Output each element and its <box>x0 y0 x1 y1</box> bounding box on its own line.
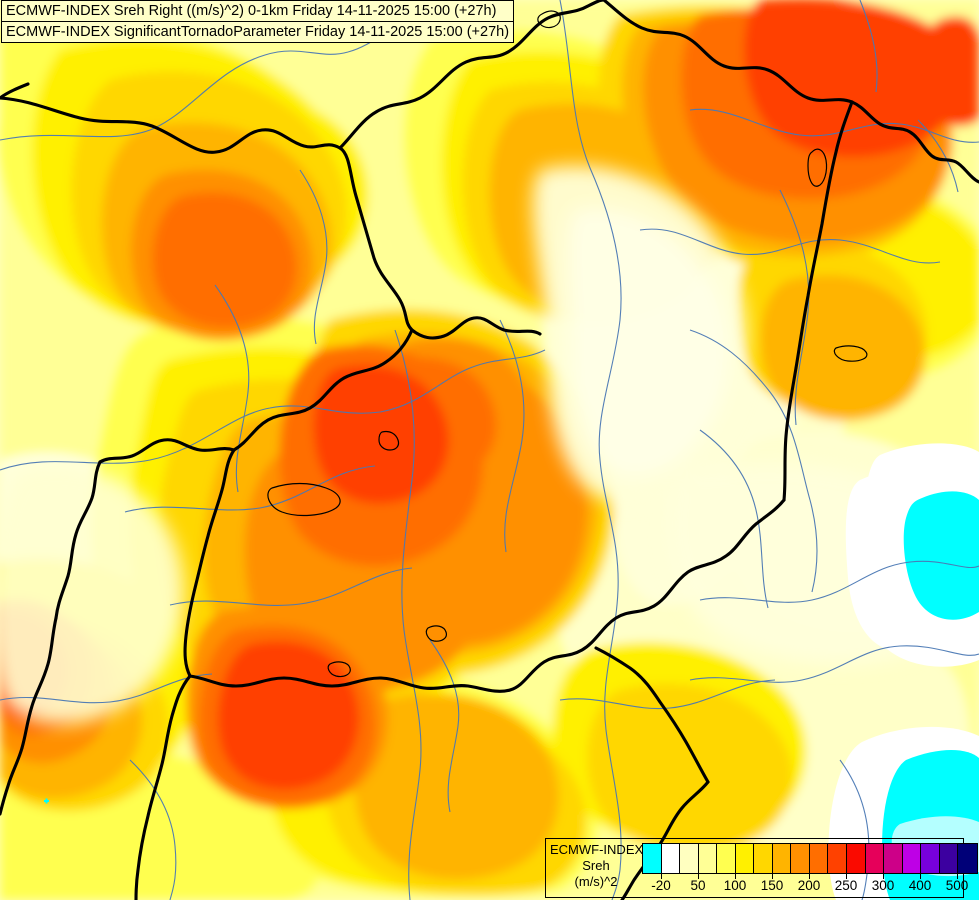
admin-enclaves <box>267 10 868 678</box>
small-lake-marker <box>44 798 49 804</box>
legend-tick-label: 100 <box>723 878 747 893</box>
legend-tick-mark <box>809 873 810 879</box>
legend-color-cell <box>828 844 848 873</box>
legend-tick-label: 500 <box>945 878 969 893</box>
legend-color-cell <box>958 844 977 873</box>
legend-color-cell <box>735 844 755 873</box>
legend-color-cell <box>809 844 829 873</box>
legend-tick-mark <box>957 873 958 879</box>
legend-tick-label: 200 <box>797 878 821 893</box>
legend-color-cell <box>643 844 662 873</box>
legend-tick-label: -20 <box>651 878 671 893</box>
legend-tick-mark <box>846 873 847 879</box>
legend-color-cell <box>680 844 699 873</box>
legend-color-cell <box>717 844 736 873</box>
legend-tick-label: 150 <box>760 878 784 893</box>
legend-color-cell <box>921 844 940 873</box>
legend-color-cell <box>884 844 903 873</box>
legend-tick-label: 50 <box>690 878 706 893</box>
legend-color-cell <box>847 844 866 873</box>
legend-tick-mark <box>735 873 736 879</box>
legend-tick-mark <box>698 873 699 879</box>
legend-color-cell <box>939 844 959 873</box>
legend-tick-label: 400 <box>908 878 932 893</box>
legend-color-cell <box>902 844 922 873</box>
map-title-line-2: ECMWF-INDEX SignificantTornadoParameter … <box>2 22 514 42</box>
legend-color-cell <box>791 844 810 873</box>
colorbar-legend: ECMWF-INDEX Sreh (m/s)^2 -20 50 100 150 200 2… <box>545 838 978 898</box>
legend-tick-label: 300 <box>871 878 895 893</box>
map-title-line-1: ECMWF-INDEX Sreh Right ((m/s)^2) 0-1km F… <box>2 1 514 22</box>
legend-caption-model: ECMWF-INDEX <box>550 842 644 857</box>
legend-color-cell <box>661 844 681 873</box>
legend-color-strip <box>642 843 978 874</box>
legend-color-cell <box>865 844 885 873</box>
legend-caption: ECMWF-INDEX Sreh (m/s)^2 <box>550 842 644 890</box>
legend-tick-mark <box>772 873 773 879</box>
legend-tick-label: 250 <box>834 878 858 893</box>
legend-color-cell <box>754 844 773 873</box>
legend-tick-mark <box>920 873 921 879</box>
legend-tick-labels: -2050100150200250300400500700 <box>642 873 968 897</box>
map-title-box: ECMWF-INDEX Sreh Right ((m/s)^2) 0-1km F… <box>1 0 515 43</box>
legend-color-cell <box>772 844 792 873</box>
legend-caption-parameter: Sreh <box>582 858 610 873</box>
water-body-east-upper <box>903 491 979 620</box>
legend-caption-units: (m/s)^2 <box>574 874 618 889</box>
legend-tick-mark <box>883 873 884 879</box>
legend-color-cell <box>698 844 718 873</box>
legend-tick-mark <box>661 873 662 879</box>
